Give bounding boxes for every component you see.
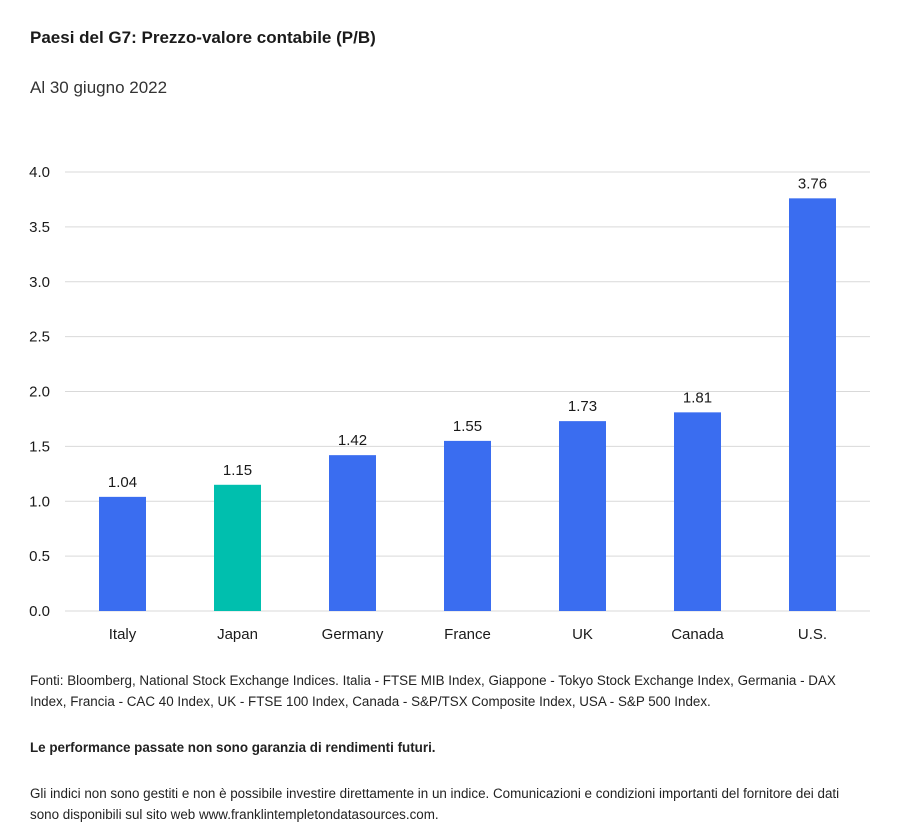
bar-canada [674,412,721,611]
x-axis-ticks: Italy Japan Germany France UK Canada U.S. [109,626,827,643]
bars [99,198,836,611]
bar-value-label: 3.76 [798,175,827,192]
bar-value-label: 1.73 [568,398,597,415]
x-tick-label: U.S. [798,626,827,643]
y-tick-label: 4.0 [29,164,50,181]
bar-value-label: 1.55 [453,418,482,435]
bar-us [789,198,836,611]
bar-germany [329,455,376,611]
performance-disclaimer: Le performance passate non sono garanzia… [30,740,436,755]
chart-subtitle: Al 30 giugno 2022 [30,78,168,97]
y-tick-label: 1.0 [29,493,50,510]
x-tick-label: Germany [322,626,384,643]
bar-chart: 0.0 0.5 1.0 1.5 2.0 2.5 3.0 3.5 4.0 1.04 1.15 1.42… [29,164,870,643]
bar-value-label: 1.15 [223,462,252,479]
y-tick-label: 1.5 [29,438,50,455]
x-tick-label: Japan [217,626,258,643]
bar-value-label: 1.81 [683,389,712,406]
bar-value-label: 1.04 [108,474,137,491]
x-tick-label: Canada [671,626,724,643]
y-axis-ticks: 0.0 0.5 1.0 1.5 2.0 2.5 3.0 3.5 4.0 [29,164,50,620]
x-tick-label: France [444,626,491,643]
value-labels: 1.04 1.15 1.42 1.55 1.73 1.81 3.76 [108,175,827,491]
x-tick-label: Italy [109,626,137,643]
bar-japan [214,484,261,611]
y-tick-label: 0.0 [29,603,50,620]
y-tick-label: 2.5 [29,329,50,346]
sources-note: Fonti: Bloomberg, National Stock Exchang… [30,673,836,709]
bar-value-label: 1.42 [338,432,367,449]
y-tick-label: 0.5 [29,548,50,565]
bar-uk [559,421,606,611]
x-tick-label: UK [572,626,593,643]
index-notice: Gli indici non sono gestiti e non è poss… [30,786,840,822]
y-tick-label: 3.0 [29,274,50,291]
bar-italy [99,496,146,611]
y-tick-label: 3.5 [29,219,50,236]
bar-france [444,440,491,611]
chart-title: Paesi del G7: Prezzo-valore contabile (P… [30,28,376,47]
grid-lines [65,171,870,612]
y-tick-label: 2.0 [29,384,50,401]
